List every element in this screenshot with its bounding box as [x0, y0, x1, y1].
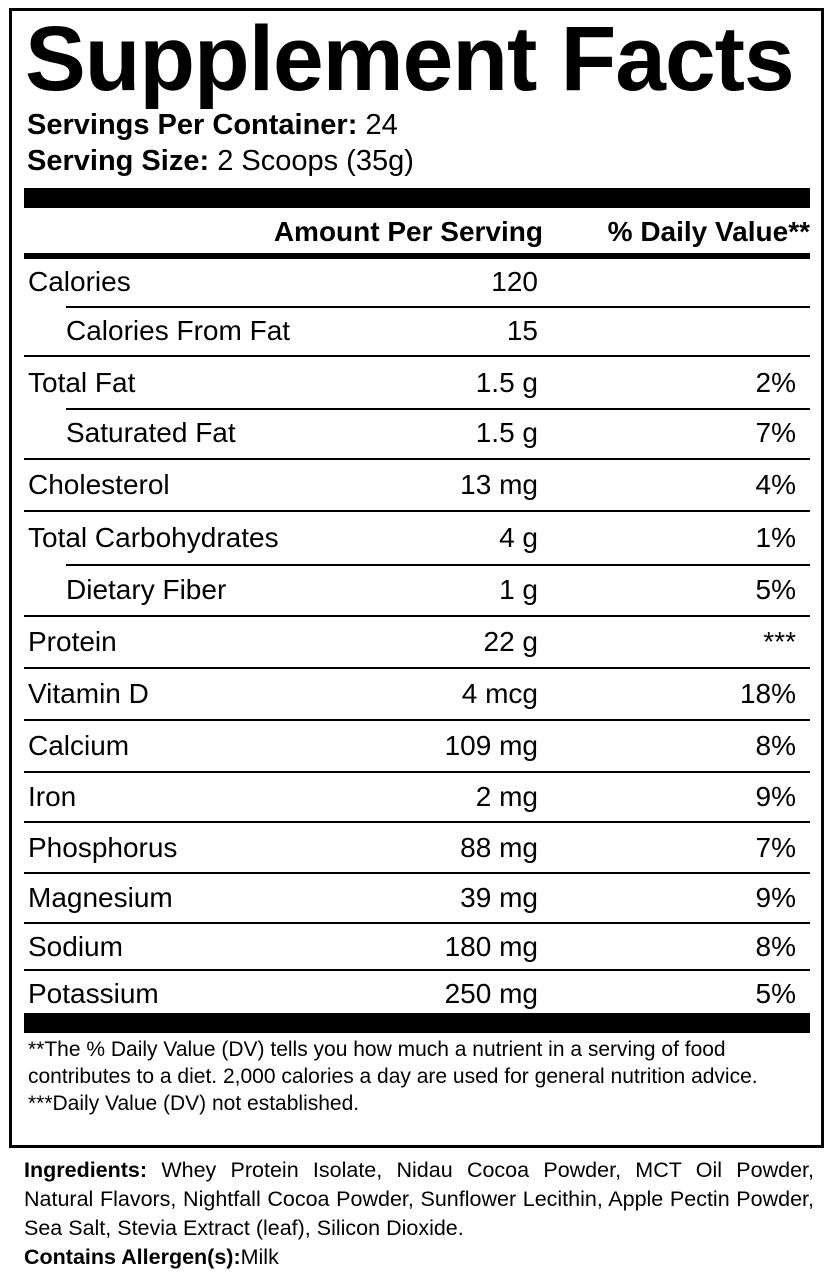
nutrient-row: Potassium 250 mg 5%	[24, 971, 810, 1017]
nutrient-name: Saturated Fat	[66, 417, 236, 448]
nutrient-daily-value: 2%	[755, 366, 796, 398]
nutrient-row: Calories 120	[24, 258, 810, 308]
nutrient-daily-value: 9%	[755, 882, 796, 913]
nutrient-amount: 2 mg	[475, 781, 538, 812]
footnote-not-established: ***Daily Value (DV) not established.	[28, 1092, 360, 1115]
nutrient-daily-value: 7%	[755, 417, 796, 448]
nutrient-name: Protein	[28, 626, 117, 657]
serving-size-value: 2 Scoops (35g)	[217, 145, 414, 177]
nutrient-amount: 1 g	[499, 573, 538, 605]
nutrient-row: Cholesterol 13 mg 4%	[24, 460, 810, 512]
nutrient-amount: 15	[506, 314, 538, 346]
footnote-daily-value: **The % Daily Value (DV) tells you how m…	[28, 1038, 758, 1088]
row-divider	[66, 408, 810, 410]
nutrient-daily-value: 8%	[755, 930, 796, 962]
nutrient-row: Protein 22 g ***	[24, 617, 810, 669]
serving-size-label: Serving Size:	[27, 145, 210, 177]
daily-value-header: % Daily Value**	[607, 216, 810, 247]
nutrient-row: Phosphorus 88 mg 7%	[24, 823, 810, 874]
ingredients-block: Ingredients: Whey Protein Isolate, Nidau…	[24, 1156, 814, 1272]
nutrient-amount: 250 mg	[444, 978, 538, 1009]
nutrient-row: Magnesium 39 mg 9%	[24, 874, 810, 924]
thick-divider-top	[24, 188, 810, 208]
nutrient-name: Sodium	[28, 930, 123, 962]
nutrient-daily-value: 4%	[755, 469, 796, 500]
nutrient-daily-value: 5%	[755, 978, 796, 1009]
nutrient-row: Iron 2 mg 9%	[24, 773, 810, 823]
nutrient-daily-value: 18%	[739, 678, 796, 709]
allergens-text: Milk	[240, 1245, 279, 1269]
nutrient-name: Calories From Fat	[66, 314, 291, 346]
nutrient-name: Calcium	[28, 730, 130, 761]
nutrient-name: Vitamin D	[28, 678, 149, 709]
nutrient-amount: 88 mg	[460, 831, 538, 863]
nutrient-name: Total Fat	[28, 366, 136, 398]
supplement-facts-panel	[9, 8, 824, 1148]
nutrient-amount: 39 mg	[460, 882, 538, 913]
servings-per-container: Servings Per Container: 24	[27, 108, 398, 142]
nutrient-row: Vitamin D 4 mcg 18%	[24, 669, 810, 721]
amount-per-serving-header: Amount Per Serving	[273, 216, 543, 247]
ingredients-label: Ingredients:	[24, 1158, 148, 1182]
nutrient-daily-value: 8%	[755, 730, 796, 761]
thick-divider-bottom	[24, 1013, 810, 1033]
panel-title: Supplement Facts	[25, 8, 795, 110]
nutrient-row: Total Carbohydrates 4 g 1%	[24, 512, 810, 566]
nutrient-name: Potassium	[28, 978, 159, 1009]
row-divider	[66, 564, 810, 566]
nutrient-amount: 1.5 g	[475, 366, 538, 398]
nutrient-daily-value: ***	[763, 626, 796, 657]
nutrient-amount: 4 mcg	[461, 678, 538, 709]
nutrient-amount: 22 g	[483, 626, 539, 657]
nutrient-table: Calories 120 Calories From Fat 15 Total Fat 1…	[24, 258, 810, 1017]
footnotes: **The % Daily Value (DV) tells you how m…	[28, 1036, 808, 1117]
nutrient-name: Magnesium	[28, 882, 173, 913]
nutrient-amount: 13 mg	[460, 469, 538, 500]
nutrient-row: Calories From Fat 15	[24, 306, 810, 357]
nutrient-name: Calories	[28, 266, 131, 297]
nutrient-row: Total Fat 1.5 g 2%	[24, 357, 810, 410]
nutrient-name: Dietary Fiber	[66, 573, 227, 605]
servings-value: 24	[365, 109, 398, 141]
nutrient-daily-value: 9%	[755, 781, 796, 812]
header-divider	[24, 253, 810, 259]
nutrient-daily-value: 7%	[755, 831, 796, 863]
nutrient-amount: 120	[491, 266, 538, 297]
nutrient-row: Calcium 109 mg 8%	[24, 721, 810, 773]
nutrient-amount: 109 mg	[444, 730, 538, 761]
nutrient-row: Sodium 180 mg 8%	[24, 924, 810, 971]
nutrient-row: Saturated Fat 1.5 g 7%	[24, 408, 810, 460]
nutrient-amount: 4 g	[499, 522, 538, 553]
nutrient-amount: 180 mg	[444, 930, 538, 962]
row-divider	[66, 306, 810, 308]
ingredients-text: Whey Protein Isolate, Nidau Cocoa Powder…	[24, 1158, 814, 1240]
nutrient-name: Total Carbohydrates	[28, 522, 279, 553]
nutrient-daily-value: 5%	[755, 573, 796, 605]
servings-label: Servings Per Container:	[27, 109, 358, 141]
nutrient-daily-value: 1%	[755, 522, 796, 553]
nutrient-name: Iron	[28, 781, 77, 812]
serving-size: Serving Size: 2 Scoops (35g)	[27, 144, 414, 178]
nutrient-row: Dietary Fiber 1 g 5%	[24, 564, 810, 617]
nutrient-name: Cholesterol	[28, 469, 170, 500]
allergens-label: Contains Allergen(s):	[24, 1245, 241, 1269]
nutrient-amount: 1.5 g	[475, 417, 538, 448]
nutrient-name: Phosphorus	[28, 831, 178, 863]
